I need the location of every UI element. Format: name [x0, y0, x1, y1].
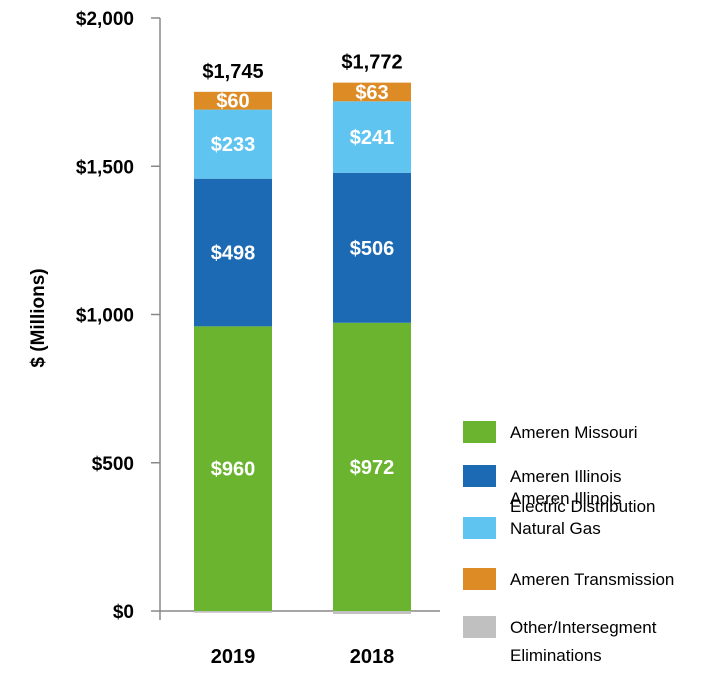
y-tick-label: $2,000 — [76, 9, 134, 30]
legend-label: Ameren Missouri — [510, 423, 638, 442]
bar-segment-2 — [194, 178, 272, 327]
bar-segment-5 — [194, 611, 272, 613]
bar-segment-5 — [333, 611, 411, 614]
bar-segment-3 — [194, 109, 272, 179]
data-label: $60 — [216, 91, 249, 113]
legend-label: Other/Intersegment — [510, 618, 657, 637]
legend-swatch — [463, 568, 496, 590]
data-label: $972 — [350, 457, 395, 479]
bar-segment-3 — [333, 101, 411, 173]
bar-segment-4 — [194, 91, 272, 110]
bar-segment-2 — [333, 172, 411, 323]
data-label: $506 — [350, 238, 395, 260]
total-label: $1,772 — [341, 52, 402, 74]
y-axis-label: $ (Millions) — [28, 268, 49, 367]
legend-swatch — [463, 616, 496, 638]
bar-segment-4 — [333, 82, 411, 102]
legend-swatch — [463, 465, 496, 487]
bar-segment-1 — [194, 326, 272, 611]
legend-label: Natural Gas — [510, 519, 601, 538]
data-label: $233 — [211, 134, 256, 156]
data-label: $63 — [355, 82, 388, 104]
bars — [194, 82, 411, 614]
total-labels: $1,745 $1,772 — [202, 52, 402, 83]
data-label: $241 — [350, 127, 395, 149]
category-label: 2019 — [211, 646, 256, 668]
category-label: 2018 — [350, 646, 395, 668]
legend-swatch — [463, 421, 496, 443]
y-tick-label: $0 — [113, 602, 134, 623]
y-tick-label: $500 — [92, 454, 134, 475]
legend-label: Ameren Illinois — [510, 489, 622, 508]
data-label: $960 — [211, 459, 256, 481]
y-ticks: $0 $500 $1,000 $1,500 $2,000 — [76, 9, 160, 623]
bar-segment-1 — [333, 322, 411, 611]
legend-swatch — [463, 517, 496, 539]
y-tick-label: $1,500 — [76, 157, 134, 178]
legend-label: Ameren Illinois — [510, 467, 622, 486]
legend-label: Electric Distribution — [510, 497, 656, 516]
total-label: $1,745 — [202, 61, 263, 83]
segment-labels: $960 $498 $233 $60 $972 $506 $241 $63 — [211, 82, 395, 481]
legend-label: Eliminations — [510, 646, 602, 665]
category-labels: 2019 2018 — [211, 646, 395, 668]
y-tick-label: $1,000 — [76, 306, 134, 327]
data-label: $498 — [211, 243, 256, 265]
legend-label: Ameren Transmission — [510, 570, 674, 589]
